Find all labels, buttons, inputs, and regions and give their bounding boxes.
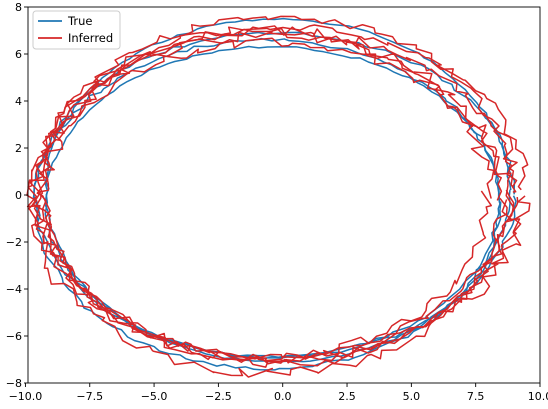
y-tick-label: 8 xyxy=(15,1,22,14)
y-tick-label: −4 xyxy=(6,283,22,296)
y-tick-label: 4 xyxy=(15,95,22,108)
series-inferred-loop xyxy=(26,25,521,365)
x-tick-label: 5.0 xyxy=(403,390,421,403)
x-tick-label: −5.0 xyxy=(141,390,168,403)
x-tick-label: −2.5 xyxy=(205,390,232,403)
series-layer xyxy=(26,15,531,378)
y-tick-label: 2 xyxy=(15,142,22,155)
x-tick-label: −10.0 xyxy=(9,390,43,403)
x-tick-label: −7.5 xyxy=(76,390,103,403)
series-inferred-loop xyxy=(26,31,515,378)
x-tick-label: 0.0 xyxy=(274,390,292,403)
legend: True Inferred xyxy=(32,10,121,50)
legend-label-true: True xyxy=(67,14,92,28)
x-tick-label: 7.5 xyxy=(467,390,485,403)
series-inferred-loop xyxy=(36,15,518,368)
x-tick-label: 2.5 xyxy=(338,390,356,403)
series-inferred-loop xyxy=(28,24,531,364)
y-tick-label: −8 xyxy=(6,377,22,390)
y-tick-label: 0 xyxy=(15,189,22,202)
series-inferred-loop xyxy=(33,27,495,362)
legend-label-inferred: Inferred xyxy=(68,31,113,45)
series-inferred xyxy=(26,15,531,378)
series-true-loop xyxy=(32,37,502,371)
y-tick-label: −2 xyxy=(6,236,22,249)
y-tick-label: −6 xyxy=(6,330,22,343)
x-tick-label: 10.0 xyxy=(528,390,548,403)
axes-layer: −10.0 −7.5 −5.0 −2.5 0.0 2.5 5.0 7.5 10.0 −8 −6 −4 −… xyxy=(6,1,548,403)
y-tick-label: 6 xyxy=(15,48,22,61)
